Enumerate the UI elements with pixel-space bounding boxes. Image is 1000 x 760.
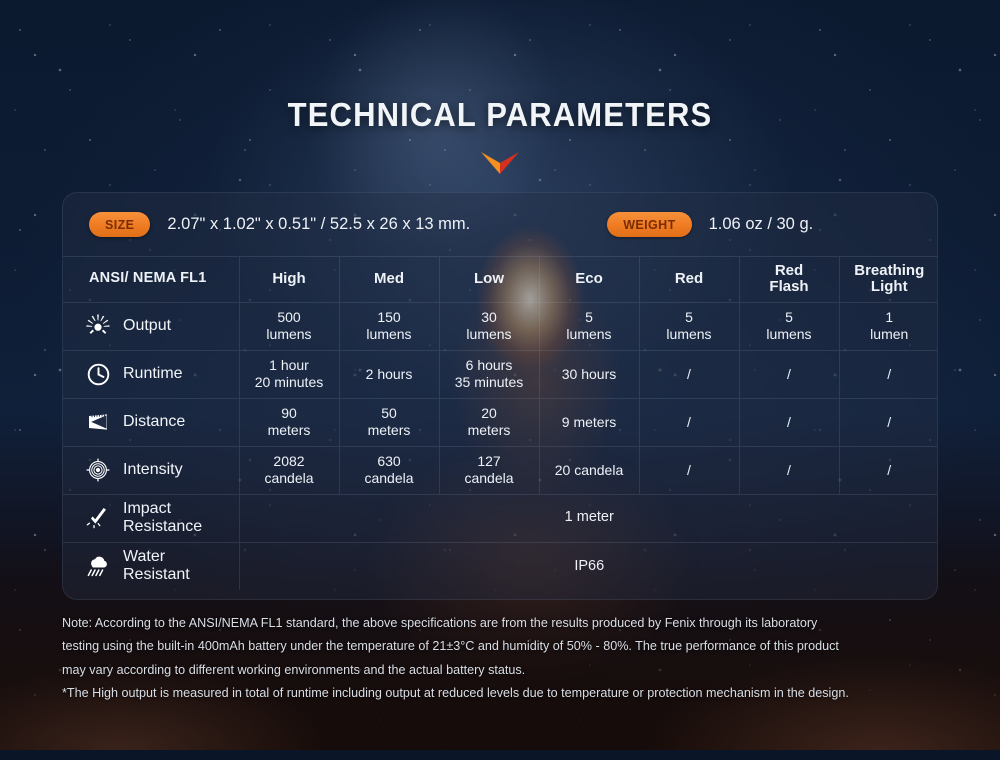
cell-distance-breathing: / <box>838 398 937 447</box>
header-red-flash: Red Flash <box>738 257 839 303</box>
row-label-text: Runtime <box>123 365 183 383</box>
table-row: Impact Resistance 1 meter <box>63 494 937 543</box>
header-med: Med <box>338 257 439 303</box>
row-label-text: Distance <box>123 413 186 431</box>
cell-runtime-low: 6 hours 35 minutes <box>438 350 539 399</box>
table-row: Intensity 2082 candela 630 candela 127 cand… <box>63 446 937 495</box>
spec-panel: SIZE 2.07" x 1.02" x 0.51" / 52.5 x 26 x… <box>62 192 938 600</box>
header-low: Low <box>438 257 539 303</box>
size-value: 2.07" x 1.02" x 0.51" / 52.5 x 26 x 13 m… <box>167 215 471 233</box>
cell-runtime-red: / <box>638 350 739 399</box>
cell-intensity-breathing: / <box>838 446 937 495</box>
cell-intensity-red-flash: / <box>738 446 839 495</box>
cell-distance-med: 50 meters <box>338 398 439 447</box>
checkmark-impact-icon <box>85 505 111 531</box>
target-icon <box>85 457 111 483</box>
header-ansi-nema: ANSI/ NEMA FL1 <box>63 257 239 303</box>
cell-distance-eco: 9 meters <box>538 398 639 447</box>
specifications-table: ANSI/ NEMA FL1 High Med Low Eco Red Red F… <box>63 257 937 590</box>
row-label-text: Intensity <box>123 461 183 479</box>
cell-water-resistant-value: IP66 <box>238 542 937 590</box>
size-weight-row: SIZE 2.07" x 1.02" x 0.51" / 52.5 x 26 x… <box>63 193 937 257</box>
cell-distance-high: 90 meters <box>238 398 339 447</box>
cell-intensity-med: 630 candela <box>338 446 439 495</box>
cell-runtime-high: 1 hour 20 minutes <box>238 350 339 399</box>
cell-intensity-red: / <box>638 446 739 495</box>
cell-output-eco: 5 lumens <box>538 302 639 351</box>
row-label-distance: Distance <box>63 398 239 447</box>
cell-output-med: 150 lumens <box>338 302 439 351</box>
cell-output-high: 500 lumens <box>238 302 339 351</box>
cell-intensity-low: 127 candela <box>438 446 539 495</box>
page-title: TECHNICAL PARAMETERS <box>287 96 713 133</box>
header-breathing-light: Breathing Light <box>838 257 937 303</box>
cell-runtime-med: 2 hours <box>338 350 439 399</box>
table-row: Output 500 lumens 150 lumens 30 lumens 5 lum… <box>63 302 937 351</box>
cell-runtime-eco: 30 hours <box>538 350 639 399</box>
sunburst-icon <box>85 313 111 339</box>
clock-icon <box>85 361 111 387</box>
row-label-text: Output <box>123 317 172 335</box>
cell-distance-red: / <box>638 398 739 447</box>
cell-output-red: 5 lumens <box>638 302 739 351</box>
table-header-row: ANSI/ NEMA FL1 High Med Low Eco Red Red F… <box>63 257 937 303</box>
beam-distance-icon <box>85 409 111 435</box>
row-label-water-resistant: Water Resistant <box>63 542 239 590</box>
table-row: Water Resistant IP66 <box>63 542 937 590</box>
chevron-down-icon <box>481 152 519 174</box>
weight-badge: WEIGHT <box>607 212 692 237</box>
header-eco: Eco <box>538 257 639 303</box>
note-line-2: testing using the built-in 400mAh batter… <box>62 639 839 654</box>
note-line-3: may vary according to different working … <box>62 662 526 677</box>
cell-intensity-high: 2082 candela <box>238 446 339 495</box>
row-label-runtime: Runtime <box>63 350 239 399</box>
row-label-intensity: Intensity <box>63 446 239 495</box>
row-label-text: Impact Resistance <box>123 500 203 535</box>
cell-intensity-eco: 20 candela <box>538 446 639 495</box>
cell-runtime-breathing: / <box>838 350 937 399</box>
cell-distance-low: 20 meters <box>438 398 539 447</box>
note-line-4: *The High output is measured in total of… <box>62 685 849 700</box>
footer-note: Note: According to the ANSI/NEMA FL1 sta… <box>62 612 942 705</box>
size-badge: SIZE <box>89 212 151 237</box>
table-row: Distance 90 meters 50 meters 20 meters 9 me… <box>63 398 937 447</box>
header-red: Red <box>638 257 739 303</box>
rain-cloud-icon <box>85 553 111 579</box>
row-label-impact-resistance: Impact Resistance <box>63 494 239 543</box>
row-label-text: Water Resistant <box>123 548 190 584</box>
cell-impact-resistance-value: 1 meter <box>238 494 937 543</box>
cell-runtime-red-flash: / <box>738 350 839 399</box>
header-high: High <box>238 257 339 303</box>
row-label-output: Output <box>63 302 239 351</box>
cell-output-red-flash: 5 lumens <box>738 302 839 351</box>
cell-output-breathing: 1 lumen <box>838 302 937 351</box>
weight-value: 1.06 oz / 30 g. <box>708 215 814 233</box>
note-line-1: Note: According to the ANSI/NEMA FL1 sta… <box>62 616 818 630</box>
cell-output-low: 30 lumens <box>438 302 539 351</box>
table-row: Runtime 1 hour 20 minutes 2 hours 6 hours… <box>63 350 937 399</box>
cell-distance-red-flash: / <box>738 398 839 447</box>
